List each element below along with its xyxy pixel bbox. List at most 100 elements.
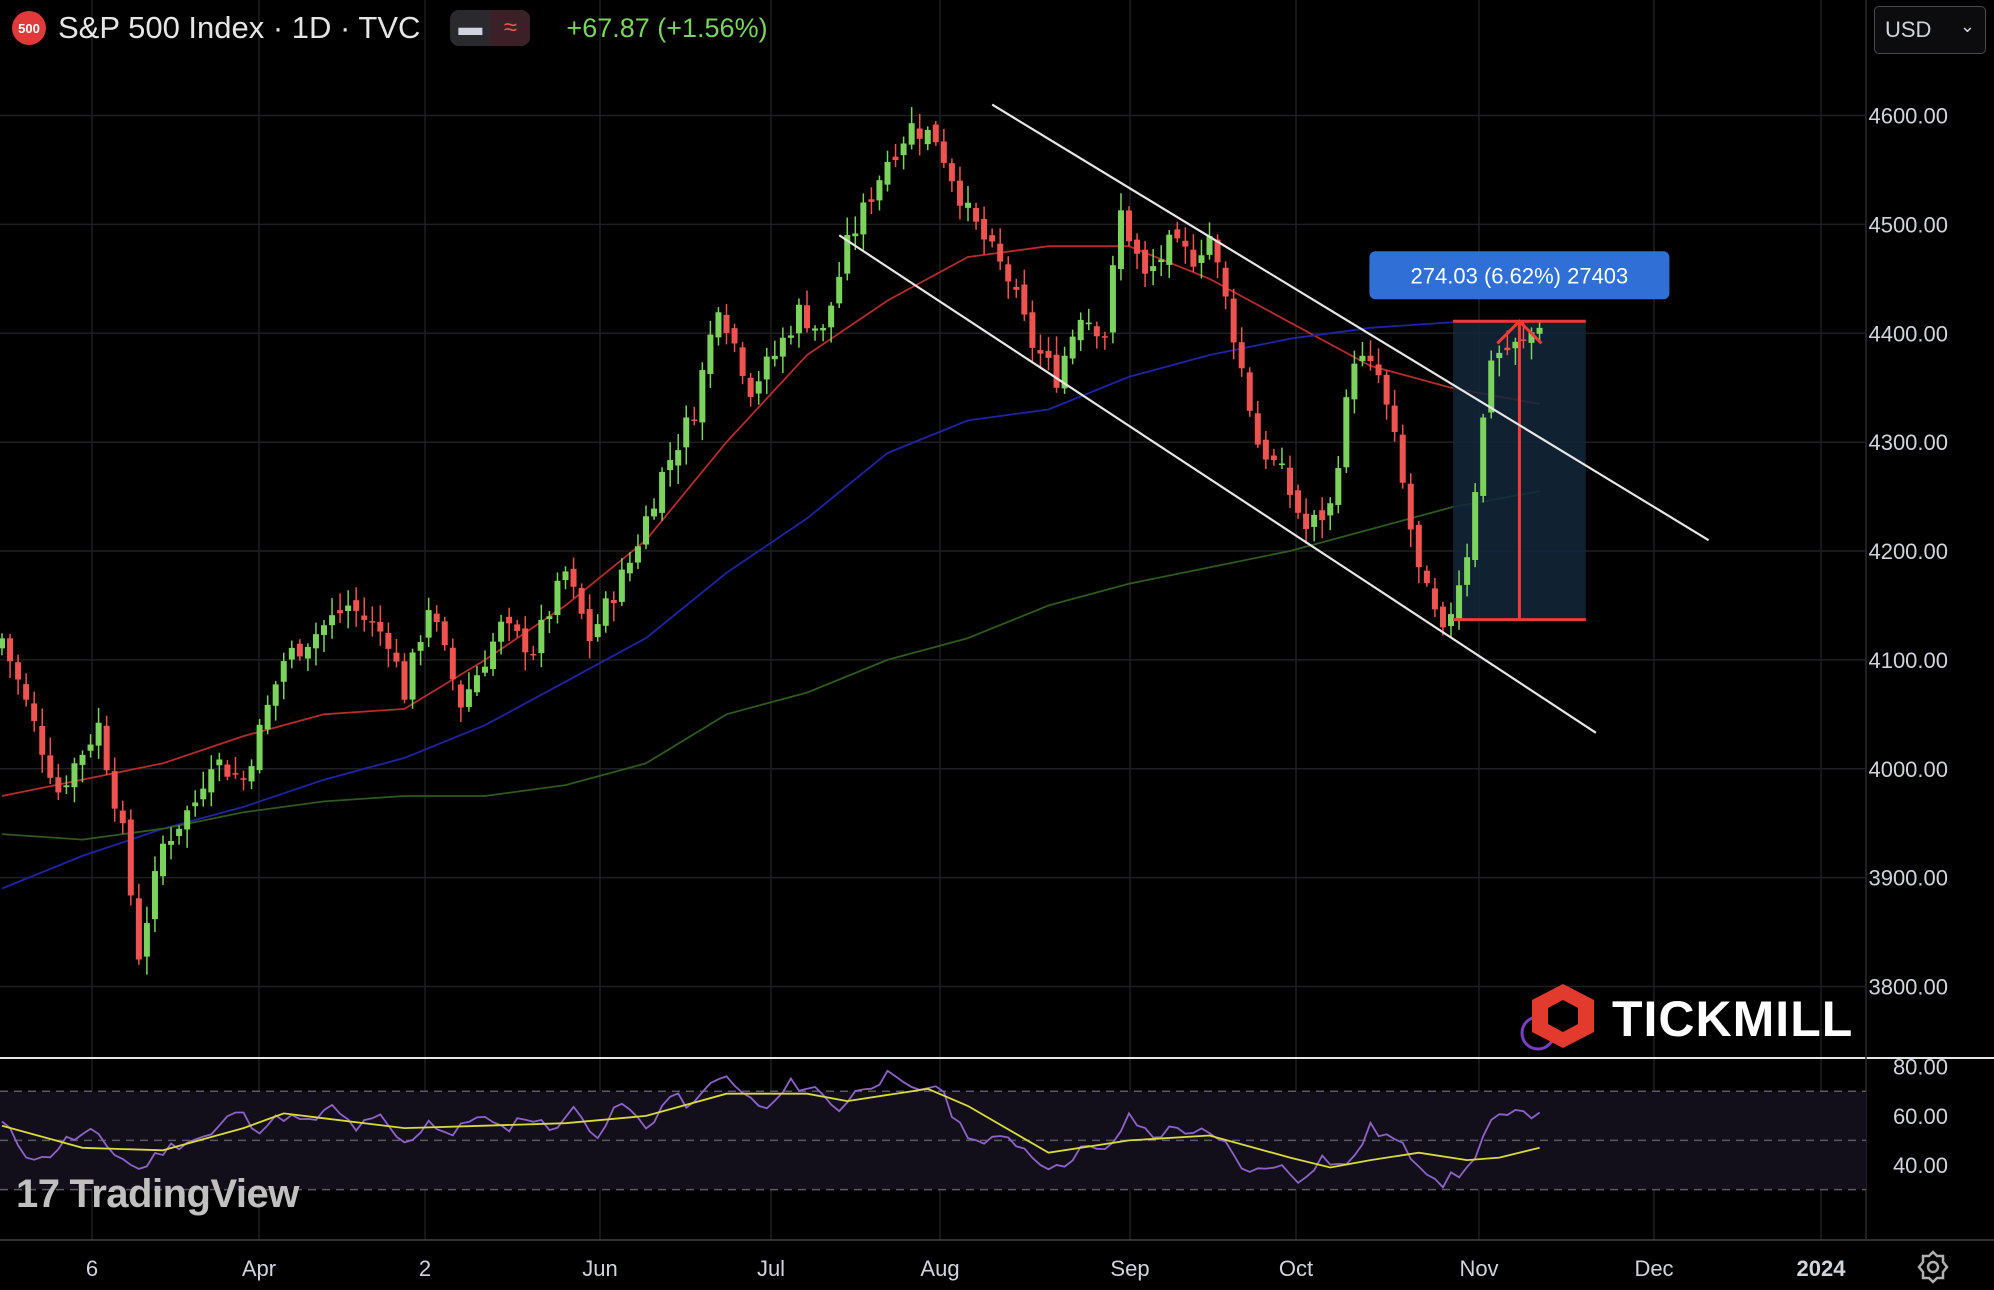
candlestick-series: [0, 107, 1543, 975]
time-axis[interactable]: 6 Apr 2 Jun Jul Aug Sep Oct Nov Dec 2024: [86, 1256, 1846, 1281]
channel-lower-line[interactable]: [838, 234, 1597, 734]
time-tick-label: Jun: [582, 1256, 617, 1281]
candle-body: [321, 625, 327, 635]
tickmill-logo-icon: [1520, 984, 1594, 1051]
candle-body: [1262, 439, 1269, 460]
measure-tool[interactable]: [1453, 319, 1586, 622]
candle-body: [1198, 255, 1205, 263]
candle-body: [1431, 588, 1438, 610]
candle-body: [1077, 319, 1084, 341]
candle-body: [1126, 210, 1132, 242]
candle-body: [1158, 259, 1165, 263]
candle-body: [739, 347, 746, 376]
candle-body: [618, 569, 625, 602]
rsi-axis[interactable]: 80.00 60.00 40.00: [1893, 1055, 1948, 1178]
candle-body: [457, 684, 464, 708]
candle-body: [1351, 363, 1358, 400]
price-tick-label: 4200.00: [1868, 539, 1948, 564]
settings-gear-icon[interactable]: [1916, 1250, 1950, 1284]
candle-body: [417, 642, 424, 651]
rsi-tick-label: 60.00: [1893, 1104, 1948, 1129]
candle-body: [868, 199, 875, 202]
candle-body: [981, 218, 988, 240]
currency-select[interactable]: USD ⌄: [1874, 6, 1986, 54]
candle-body: [224, 764, 231, 777]
moving-average-line: [1, 321, 1540, 890]
candle-body: [795, 304, 802, 334]
price-tick-label: 4300.00: [1868, 430, 1948, 455]
price-tick-label: 3900.00: [1868, 866, 1948, 891]
candle-body: [369, 621, 376, 623]
rsi-rsi-line: [1, 1069, 1541, 1189]
candle-body: [15, 662, 22, 680]
candle-body: [1383, 374, 1390, 405]
grid-lines: [0, 0, 1994, 1241]
candle-body: [965, 202, 971, 208]
candle-body: [973, 208, 980, 222]
candle-body: [63, 785, 70, 788]
time-tick-label: Aug: [920, 1256, 959, 1281]
time-tick-label: Nov: [1459, 1256, 1498, 1281]
candle-body: [1303, 513, 1310, 530]
candle-body: [723, 314, 730, 333]
candle-body: [610, 599, 617, 604]
candle-body: [119, 810, 126, 824]
candle-body: [232, 773, 239, 775]
candle-body: [804, 305, 810, 329]
candle-body: [1399, 434, 1406, 483]
price-tick-label: 3800.00: [1868, 975, 1948, 1000]
channel-upper-line[interactable]: [991, 103, 1710, 542]
price-tick-label: 4500.00: [1868, 212, 1948, 237]
candle-body: [683, 417, 690, 448]
candle-body: [248, 766, 255, 782]
candle-body: [997, 243, 1004, 262]
candle-body: [490, 641, 497, 670]
candle-body: [168, 840, 175, 845]
candle-body: [699, 370, 706, 423]
candle-body: [506, 616, 513, 624]
candle-body: [433, 613, 440, 623]
candle-body: [256, 724, 263, 771]
candle-body: [240, 778, 247, 780]
candle-body: [1013, 286, 1020, 290]
candle-body: [812, 328, 819, 331]
candle-body: [127, 819, 134, 896]
candle-body: [924, 129, 931, 145]
candle-body: [312, 634, 319, 649]
candle-body: [602, 598, 609, 626]
candle-body: [634, 546, 641, 563]
candle-body: [643, 516, 649, 545]
candle-body: [836, 276, 843, 304]
candle-body: [151, 871, 158, 920]
candle-body: [1504, 347, 1511, 351]
candle-body: [1327, 503, 1334, 516]
candle-body: [353, 600, 360, 611]
hide-indicator-icon[interactable]: ▬: [458, 14, 483, 41]
symbol-title[interactable]: S&P 500 Index · 1D · TVC: [58, 10, 421, 45]
tickmill-watermark: TICKMILL: [1612, 991, 1854, 1047]
candle-body: [908, 123, 915, 145]
candle-body: [651, 508, 658, 517]
candle-body: [208, 769, 215, 793]
candle-body: [626, 562, 633, 574]
candle-body: [514, 624, 521, 631]
compare-wave-icon[interactable]: ≈: [490, 10, 531, 46]
candle-body: [1214, 239, 1221, 263]
candle-body: [1335, 468, 1342, 505]
candle-body: [31, 703, 38, 722]
candle-body: [989, 235, 996, 242]
candle-body: [1190, 249, 1197, 267]
candle-body: [820, 327, 827, 331]
candle-body: [1029, 312, 1036, 348]
time-tick-label: 2024: [1797, 1256, 1847, 1281]
candle-body: [1246, 372, 1253, 411]
candle-body: [377, 622, 384, 632]
candle-body: [449, 647, 456, 680]
candle-body: [7, 638, 14, 662]
candle-body: [1053, 354, 1060, 388]
candle-body: [586, 609, 593, 642]
price-axis[interactable]: 4600.00 4500.00 4400.00 4300.00 4200.00 4100.…: [1868, 104, 1948, 1000]
candle-body: [304, 646, 311, 659]
trend-channel[interactable]: [838, 103, 1710, 734]
